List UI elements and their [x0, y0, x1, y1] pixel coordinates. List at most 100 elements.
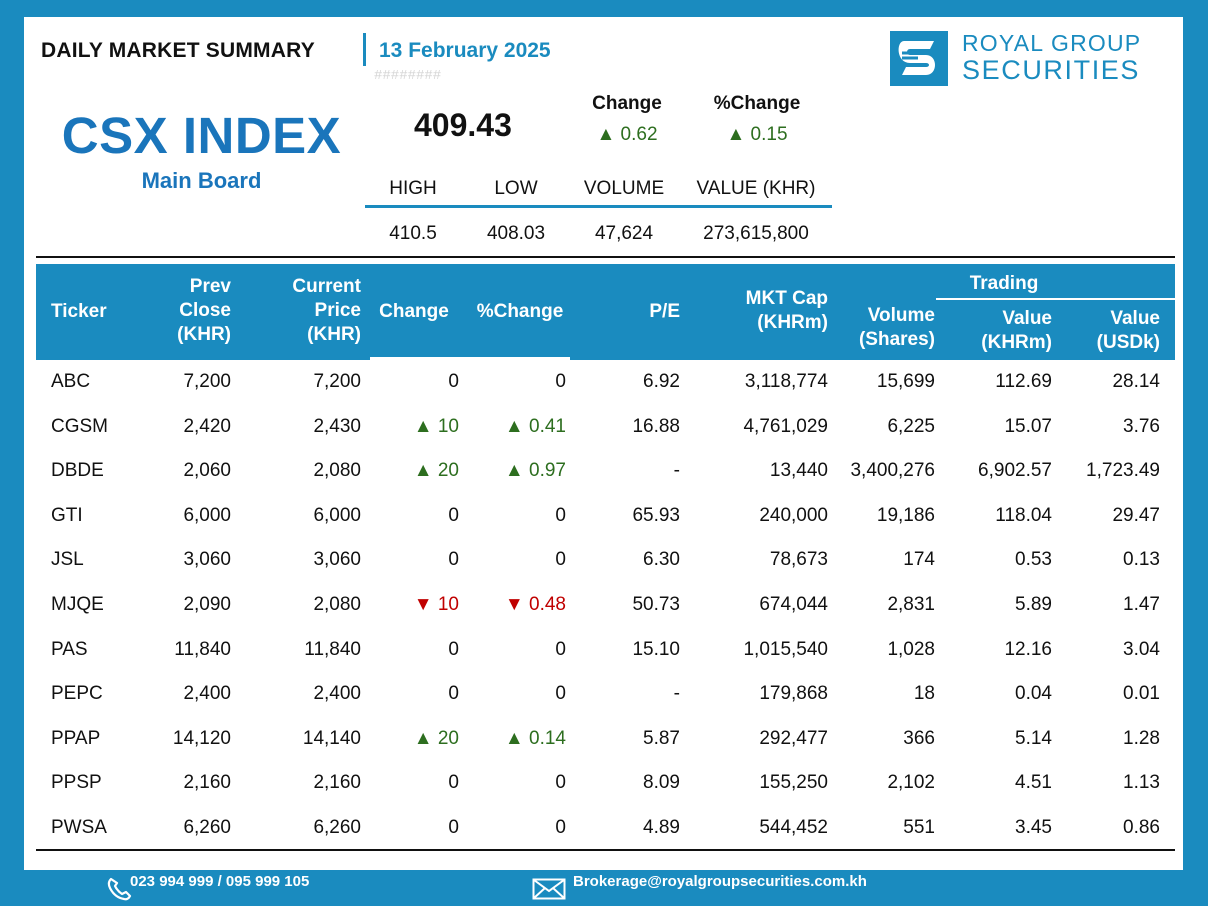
logo-mark-icon — [890, 31, 948, 86]
cell-cap: 544,452 — [759, 816, 828, 838]
title-separator — [363, 33, 366, 66]
cell-vol: 174 — [903, 549, 935, 571]
cell-cur: 14,140 — [302, 727, 361, 749]
phone-icon — [106, 877, 134, 906]
table-header — [36, 264, 1175, 360]
cell-cap: 3,118,774 — [744, 371, 828, 392]
cell-cur: 11,840 — [304, 638, 361, 660]
cell-pe: 5.87 — [643, 727, 680, 749]
cell-pct: 0 — [555, 504, 566, 526]
cell-ticker: PWSA — [51, 816, 107, 838]
cell-pe: 4.89 — [643, 816, 680, 838]
index-board: Main Board — [141, 168, 262, 193]
cell-vusd: 29.47 — [1112, 504, 1160, 526]
footer-phone[interactable]: 023 994 999 / 095 999 105 — [130, 873, 310, 890]
cell-vkhr: 0.53 — [1015, 549, 1052, 571]
stat-label-value: VALUE (KHR) — [696, 178, 816, 199]
cell-chg: 0 — [448, 816, 459, 838]
cell-vol: 18 — [913, 683, 935, 705]
cell-vusd: 0.86 — [1123, 816, 1160, 838]
cell-pe: 6.30 — [643, 549, 680, 571]
cell-cur: 2,080 — [313, 460, 361, 482]
table-row: ABC 7,200 7,200 0 0 6.92 3,118,774 15,699 112.69… — [24, 360, 1183, 405]
stat-label-low: LOW — [494, 178, 538, 199]
table-row: PWSA 6,260 6,260 0 0 4.89 544,452 551 3.45 0.86 — [24, 806, 1183, 851]
cell-cap: 179,868 — [759, 683, 828, 705]
stat-value-value: 273,615,800 — [703, 223, 809, 244]
index-pct-change: ▲ 0.15 — [726, 124, 788, 145]
cell-cap: 240,000 — [759, 504, 828, 526]
table-row: CGSM 2,420 2,430 ▲ 10 ▲ 0.41 16.88 4,761,029 6,… — [24, 405, 1183, 450]
report-title: DAILY MARKET SUMMARY — [41, 39, 315, 62]
table-row: PPSP 2,160 2,160 0 0 8.09 155,250 2,102 4.51 1.13 — [24, 761, 1183, 806]
cell-cur: 2,430 — [313, 415, 361, 437]
cell-cur: 6,260 — [313, 816, 361, 838]
cell-vol: 2,102 — [887, 772, 935, 794]
summary-card: DAILY MARKET SUMMARY 13 February 2025 ##… — [24, 17, 1183, 870]
cell-ticker: PEPC — [51, 683, 103, 705]
cell-prev: 11,840 — [174, 638, 231, 660]
cell-chg: 0 — [448, 504, 459, 526]
cell-vkhr: 4.51 — [1015, 772, 1052, 794]
cell-chg: 0 — [448, 772, 459, 794]
cell-vkhr: 112.69 — [995, 371, 1052, 392]
cell-chg: 0 — [448, 638, 459, 660]
cell-ticker: MJQE — [51, 593, 104, 615]
cell-prev: 2,090 — [183, 593, 231, 615]
cell-pct: 0 — [555, 816, 566, 838]
cell-prev: 2,060 — [183, 460, 231, 482]
section-divider — [36, 256, 1175, 258]
cell-vol: 6,225 — [887, 415, 935, 437]
cell-ticker: PAS — [51, 638, 88, 660]
cell-cur: 2,080 — [313, 593, 361, 615]
cell-cap: 78,673 — [769, 549, 828, 571]
cell-pe: - — [673, 683, 680, 705]
th-trading: Trading — [969, 273, 1039, 294]
header-notch — [370, 357, 570, 361]
th-mkt-cap: MKT Cap (KHRm) — [745, 288, 828, 333]
th-pct-change: %Change — [476, 301, 564, 322]
cell-vkhr: 15.07 — [1004, 415, 1052, 437]
th-pe: P/E — [649, 301, 680, 322]
cell-ticker: DBDE — [51, 460, 104, 482]
stat-value-low: 408.03 — [486, 223, 546, 244]
cell-vusd: 3.04 — [1123, 638, 1160, 660]
cell-chg: ▲ 10 — [413, 415, 459, 437]
cell-vusd: 28.14 — [1112, 371, 1160, 392]
cell-pct: ▼ 0.48 — [504, 593, 566, 615]
cell-vusd: 3.76 — [1123, 415, 1160, 437]
footer-email[interactable]: Brokerage@royalgroupsecurities.com.kh — [573, 873, 867, 890]
index-change: ▲ 0.62 — [596, 124, 658, 145]
stat-value-volume: 47,624 — [594, 223, 654, 244]
stat-value-high: 410.5 — [389, 223, 437, 244]
cell-vol: 1,028 — [887, 638, 935, 660]
cell-chg: ▲ 20 — [413, 460, 459, 482]
th-current-price: Current Price (KHR) — [292, 276, 361, 345]
cell-prev: 3,060 — [183, 549, 231, 571]
cell-pe: 16.88 — [632, 415, 680, 437]
cell-vkhr: 5.14 — [1015, 727, 1052, 749]
cell-vol: 366 — [903, 727, 935, 749]
report-date: 13 February 2025 — [379, 39, 551, 62]
table-row: PPAP 14,120 14,140 ▲ 20 ▲ 0.14 5.87 292,477 366… — [24, 717, 1183, 762]
th-change: Change — [379, 301, 449, 322]
th-value-usd: Value (USDk) — [1096, 308, 1160, 353]
cell-vusd: 1,723.49 — [1086, 460, 1160, 482]
trading-underline — [936, 298, 1183, 300]
cell-chg: 0 — [448, 371, 459, 392]
cell-vol: 3,400,276 — [850, 460, 935, 482]
cell-pe: - — [673, 460, 680, 482]
table-row: JSL 3,060 3,060 0 0 6.30 78,673 174 0.53 0.13 — [24, 538, 1183, 583]
index-name: CSX INDEX — [61, 107, 342, 164]
cell-cur: 2,160 — [313, 772, 361, 794]
stat-label-volume: VOLUME — [583, 178, 665, 199]
cell-pct: 0 — [555, 638, 566, 660]
cell-vol: 551 — [903, 816, 935, 838]
cell-prev: 6,000 — [183, 504, 231, 526]
cell-chg: ▼ 10 — [413, 593, 459, 615]
cell-pe: 6.92 — [643, 371, 680, 392]
cell-cap: 4,761,029 — [743, 415, 828, 437]
pct-change-label: %Change — [713, 93, 801, 114]
cell-pct: 0 — [555, 683, 566, 705]
